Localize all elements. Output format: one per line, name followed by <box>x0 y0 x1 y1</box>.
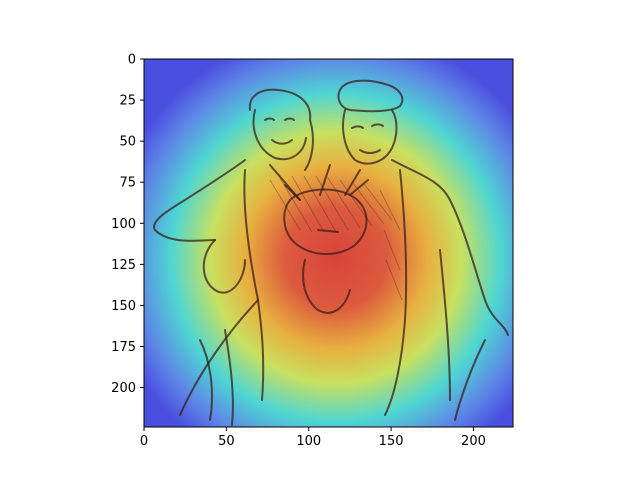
y-tick-label: 25 <box>119 94 136 109</box>
sketch-hatching <box>269 175 403 301</box>
heatmap-layer <box>144 59 513 427</box>
y-tick-label: 125 <box>111 258 136 273</box>
y-axis: 0 25 50 75 100 125 150 175 200 <box>111 53 144 396</box>
plot-area <box>144 59 513 427</box>
sketch-overlay <box>153 79 509 426</box>
y-tick-label: 50 <box>119 135 136 150</box>
y-tick-label: 0 <box>128 53 136 68</box>
x-tick-label: 150 <box>379 434 404 449</box>
y-tick-label: 175 <box>111 340 136 355</box>
y-tick-label: 100 <box>111 217 136 232</box>
x-tick-label: 100 <box>296 434 321 449</box>
x-tick-label: 50 <box>218 434 235 449</box>
plot-frame <box>143 58 514 428</box>
x-axis: 0 50 100 150 200 <box>140 427 486 449</box>
x-tick-label: 200 <box>461 434 486 449</box>
y-tick-label: 150 <box>111 299 136 314</box>
y-tick-label: 75 <box>119 176 136 191</box>
x-tick-label: 0 <box>140 434 148 449</box>
y-tick-label: 200 <box>111 381 136 396</box>
